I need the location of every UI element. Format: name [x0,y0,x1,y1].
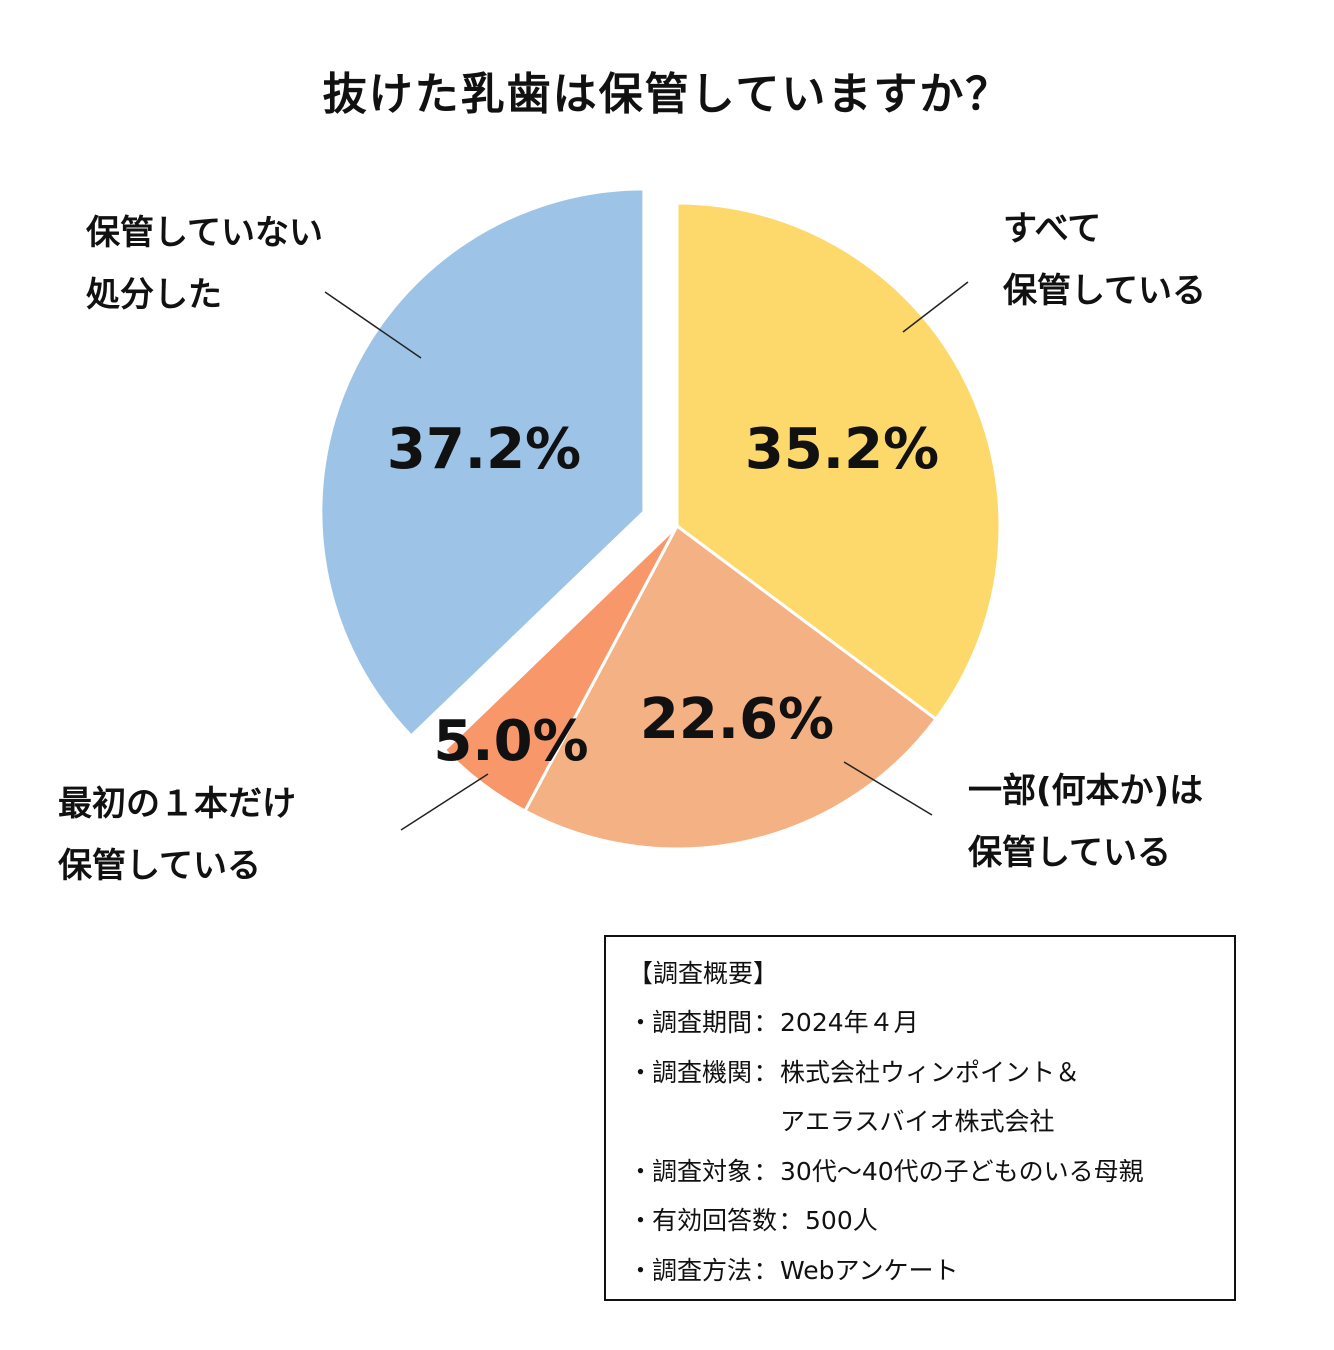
survey-item-value: 500人 [805,1206,878,1235]
survey-item: ・調査方法： Webアンケート [628,1246,1234,1296]
survey-item-key: 有効回答数 [652,1206,778,1235]
pie-slice [522,523,939,851]
survey-item: ・調査期間： 2024年４月 [628,998,1234,1048]
survey-item-key: 調査方法 [652,1255,753,1285]
separator: ： [753,1057,779,1087]
survey-item: ・調査機関：株式会社ウィンポイント＆ アエラスバイオ株式会社 [628,1048,1234,1147]
survey-heading: 【調査概要】 [628,959,779,988]
survey-item-value: Webアンケート [780,1255,959,1285]
slice-label-all-kept: すべて 保管している [1003,209,1206,311]
pie-chart: 35.2% 22.6% 5.0% 37.2% [319,187,1002,851]
slice-value-label: 5.0% [433,709,588,774]
survey-item-key: 調査対象 [652,1156,753,1186]
bullet: ・ [628,1008,654,1037]
slice-value-label: 22.6% [640,687,834,752]
survey-item: ・有効回答数： 500人 [628,1196,1234,1246]
survey-item-values: Webアンケート [780,1246,959,1296]
survey-summary-box: 【調査概要】 ・調査期間： 2024年４月・調査機関：株式会社ウィンポイント＆ アエ… [604,935,1236,1301]
separator: ： [778,1206,804,1235]
survey-item-key: 調査機関 [652,1057,753,1087]
leader-line [902,281,969,333]
separator: ： [753,1255,779,1285]
slice-label-not-kept: 保管していない 処分した [86,213,323,315]
leader-line [324,291,422,359]
leader-line [843,761,933,816]
pie-slice [319,187,646,739]
bullet: ・ [628,1206,654,1235]
slice-label-first-only: 最初の１本だけ 保管している [58,784,296,886]
survey-item-values: 2024年４月 [780,998,919,1048]
chart-title: 抜けた乳歯は保管していますか？ [322,69,1012,120]
bullet: ・ [628,1057,654,1087]
survey-item-values: 株式会社ウィンポイント＆ アエラスバイオ株式会社 [780,1048,1080,1147]
survey-item-value: 30代〜40代の子どものいる母親 [780,1156,1144,1186]
survey-item-value: 2024年４月 [780,1008,919,1037]
bullet: ・ [628,1156,654,1186]
pie-slice [675,201,1002,722]
survey-item-value: 株式会社ウィンポイント＆ [780,1057,1081,1087]
slice-value-label: 35.2% [745,417,939,482]
survey-item-values: 500人 [805,1196,878,1246]
slice-label-some-kept: 一部(何本か)は 保管している [968,771,1204,873]
survey-item: ・調査対象： 30代〜40代の子どものいる母親 [628,1147,1234,1197]
bullet: ・ [628,1255,654,1285]
separator: ： [753,1008,779,1037]
survey-item-key: 調査期間 [652,1008,753,1037]
leader-line [400,773,489,831]
survey-item-value: アエラスバイオ株式会社 [780,1107,1055,1136]
pie-slice [442,524,679,814]
separator: ： [753,1156,779,1186]
survey-item-values: 30代〜40代の子どものいる母親 [780,1147,1144,1197]
slice-value-label: 37.2% [387,417,581,482]
